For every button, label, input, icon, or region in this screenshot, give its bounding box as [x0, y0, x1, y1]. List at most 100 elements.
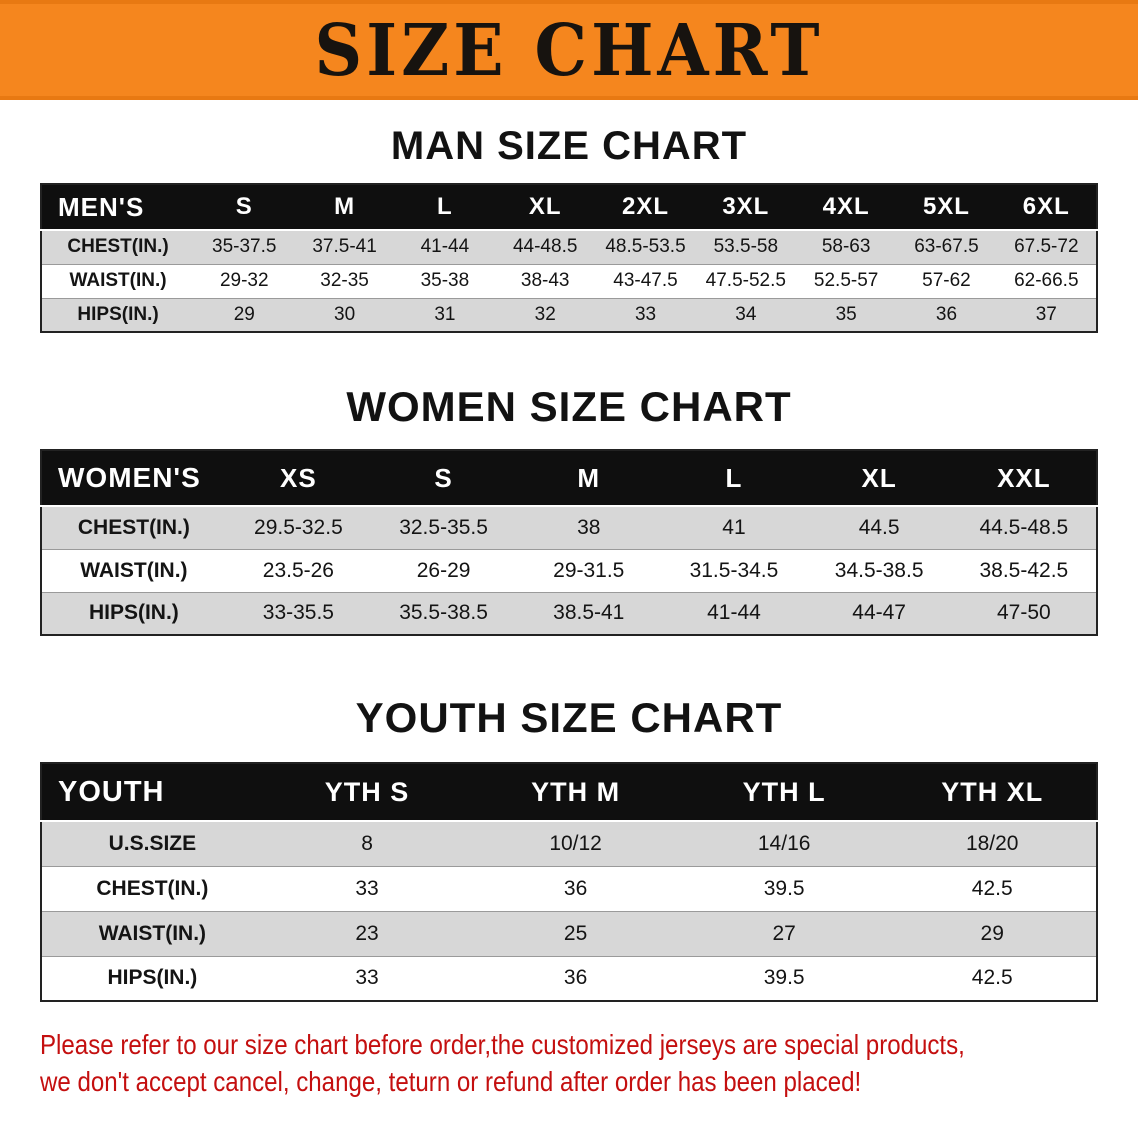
- size-column-header: XXL: [997, 462, 1051, 493]
- size-value-cell: 32.5-35.5: [370, 505, 517, 549]
- women-section-heading: WOMEN SIZE CHART: [346, 383, 792, 430]
- size-value-cell: 36: [896, 297, 997, 332]
- youth-size-table: YOUTH YTH S YTH M YTH L YTH XL U.S.SIZE 8 10/12…: [40, 762, 1098, 1002]
- size-value-cell: 33-35.5: [225, 591, 371, 635]
- men-section-heading: MAN SIZE CHART: [390, 124, 748, 168]
- size-value-cell: 35.5-38.5: [370, 591, 517, 635]
- row-label: CHEST(IN.): [41, 229, 195, 264]
- size-value-cell: 47.5-52.5: [695, 263, 796, 298]
- size-value-cell: 37.5-41: [294, 229, 395, 264]
- size-column-header: S: [434, 462, 453, 493]
- size-column-header: 2XL: [622, 193, 670, 220]
- banner: SIZE CHART: [0, 0, 1138, 100]
- size-value-cell: 33: [262, 865, 472, 911]
- row-label: WAIST(IN.): [41, 263, 195, 298]
- size-value-cell: 44.5: [806, 505, 952, 549]
- size-value-cell: 29: [194, 297, 295, 332]
- size-value-cell: 10/12: [471, 820, 680, 866]
- size-value-cell: 53.5-58: [695, 229, 796, 264]
- row-label: WAIST(IN.): [41, 548, 226, 592]
- size-value-cell: 32: [495, 297, 596, 332]
- size-chart-page: SIZE CHART MAN SIZE CHART MEN'S S M L XL 2XL 3X…: [0, 0, 1138, 1100]
- size-column-header: YTH XL: [941, 776, 1044, 807]
- size-value-cell: 35-38: [394, 263, 496, 298]
- men-size-section: MAN SIZE CHART MEN'S S M L XL 2XL 3XL 4XL 5XL 6XL C…: [0, 124, 1138, 333]
- size-value-cell: 18/20: [888, 820, 1097, 866]
- size-value-cell: 52.5-57: [795, 263, 897, 298]
- size-value-cell: 42.5: [888, 865, 1097, 911]
- size-value-cell: 33: [595, 297, 696, 332]
- table-row: WAIST(IN.) 23 25 27 29: [41, 910, 1097, 956]
- women-table-header-row: WOMEN'S XS S M L XL XXL: [41, 450, 1097, 506]
- size-column-header: YTH M: [531, 776, 621, 807]
- row-label: CHEST(IN.): [41, 865, 263, 911]
- size-value-cell: 47-50: [951, 591, 1097, 635]
- size-value-cell: 27: [679, 910, 889, 956]
- table-row: U.S.SIZE 8 10/12 14/16 18/20: [41, 820, 1097, 866]
- size-value-cell: 30: [294, 297, 395, 332]
- table-row: WAIST(IN.) 23.5-26 26-29 29-31.5 31.5-34.5 34…: [41, 548, 1097, 592]
- size-value-cell: 35-37.5: [194, 229, 295, 264]
- size-value-cell: 63-67.5: [896, 229, 997, 264]
- size-column-header: YTH S: [324, 776, 410, 807]
- size-column-header: XS: [280, 462, 317, 493]
- women-table-title: WOMEN'S: [58, 462, 201, 493]
- size-column-header: M: [577, 462, 601, 493]
- size-value-cell: 38-43: [495, 263, 596, 298]
- size-value-cell: 23.5-26: [225, 548, 371, 592]
- size-value-cell: 26-29: [370, 548, 517, 592]
- row-label: HIPS(IN.): [41, 297, 195, 332]
- row-label: WAIST(IN.): [41, 910, 263, 956]
- size-value-cell: 39.5: [679, 865, 889, 911]
- size-value-cell: 29-32: [194, 263, 295, 298]
- size-value-cell: 41: [661, 505, 807, 549]
- youth-size-section: YOUTH SIZE CHART YOUTH YTH S YTH M YTH L YTH …: [0, 694, 1138, 1002]
- women-size-section: WOMEN SIZE CHART WOMEN'S XS S M L XL XXL CHEST(I…: [0, 383, 1138, 636]
- table-row: CHEST(IN.) 29.5-32.5 32.5-35.5 38 41 44.5 44.5…: [41, 505, 1097, 549]
- size-value-cell: 57-62: [896, 263, 997, 298]
- size-value-cell: 36: [471, 865, 680, 911]
- disclaimer-line-1: Please refer to our size chart before or…: [40, 1029, 965, 1060]
- size-value-cell: 44-47: [806, 591, 952, 635]
- size-column-header: L: [437, 193, 453, 220]
- size-column-header: M: [334, 193, 356, 220]
- row-label: HIPS(IN.): [41, 591, 226, 635]
- table-row: CHEST(IN.) 35-37.5 37.5-41 41-44 44-48.5 48.5…: [41, 229, 1097, 264]
- size-column-header: YTH L: [742, 776, 826, 807]
- size-column-header: L: [725, 462, 743, 493]
- size-value-cell: 67.5-72: [996, 229, 1097, 264]
- row-label: CHEST(IN.): [41, 505, 226, 549]
- size-value-cell: 29.5-32.5: [225, 505, 371, 549]
- size-value-cell: 38.5-42.5: [951, 548, 1097, 592]
- size-value-cell: 8: [262, 820, 472, 866]
- size-value-cell: 38: [516, 505, 662, 549]
- size-value-cell: 36: [471, 955, 680, 1001]
- size-value-cell: 38.5-41: [516, 591, 662, 635]
- size-column-header: 3XL: [722, 193, 770, 220]
- size-value-cell: 41-44: [394, 229, 496, 264]
- size-column-header: XL: [861, 462, 897, 493]
- men-table-header-row: MEN'S S M L XL 2XL 3XL 4XL 5XL 6XL: [41, 184, 1097, 230]
- table-row: HIPS(IN.) 29 30 31 32 33 34 35 36 37: [41, 297, 1097, 332]
- men-table-title: MEN'S: [58, 191, 145, 222]
- sections-container: MAN SIZE CHART MEN'S S M L XL 2XL 3XL 4XL 5XL 6XL C…: [0, 124, 1138, 1002]
- size-value-cell: 25: [471, 910, 680, 956]
- size-value-cell: 23: [262, 910, 472, 956]
- size-value-cell: 31.5-34.5: [661, 548, 807, 592]
- size-value-cell: 34.5-38.5: [806, 548, 952, 592]
- disclaimer-line-2: we don't accept cancel, change, teturn o…: [40, 1066, 862, 1097]
- size-value-cell: 42.5: [888, 955, 1097, 1001]
- disclaimer: Please refer to our size chart before or…: [40, 1026, 1098, 1100]
- size-value-cell: 29-31.5: [516, 548, 662, 592]
- size-value-cell: 44.5-48.5: [951, 505, 1097, 549]
- size-column-header: XL: [528, 193, 562, 220]
- size-value-cell: 39.5: [679, 955, 889, 1001]
- table-row: HIPS(IN.) 33-35.5 35.5-38.5 38.5-41 41-44 44-…: [41, 591, 1097, 635]
- size-column-header: S: [235, 193, 253, 220]
- size-column-header: 4XL: [822, 193, 870, 220]
- men-size-table: MEN'S S M L XL 2XL 3XL 4XL 5XL 6XL CHEST(IN.) 35-37…: [40, 183, 1098, 333]
- size-value-cell: 37: [996, 297, 1097, 332]
- size-value-cell: 48.5-53.5: [595, 229, 696, 264]
- size-value-cell: 62-66.5: [996, 263, 1097, 298]
- table-row: CHEST(IN.) 33 36 39.5 42.5: [41, 865, 1097, 911]
